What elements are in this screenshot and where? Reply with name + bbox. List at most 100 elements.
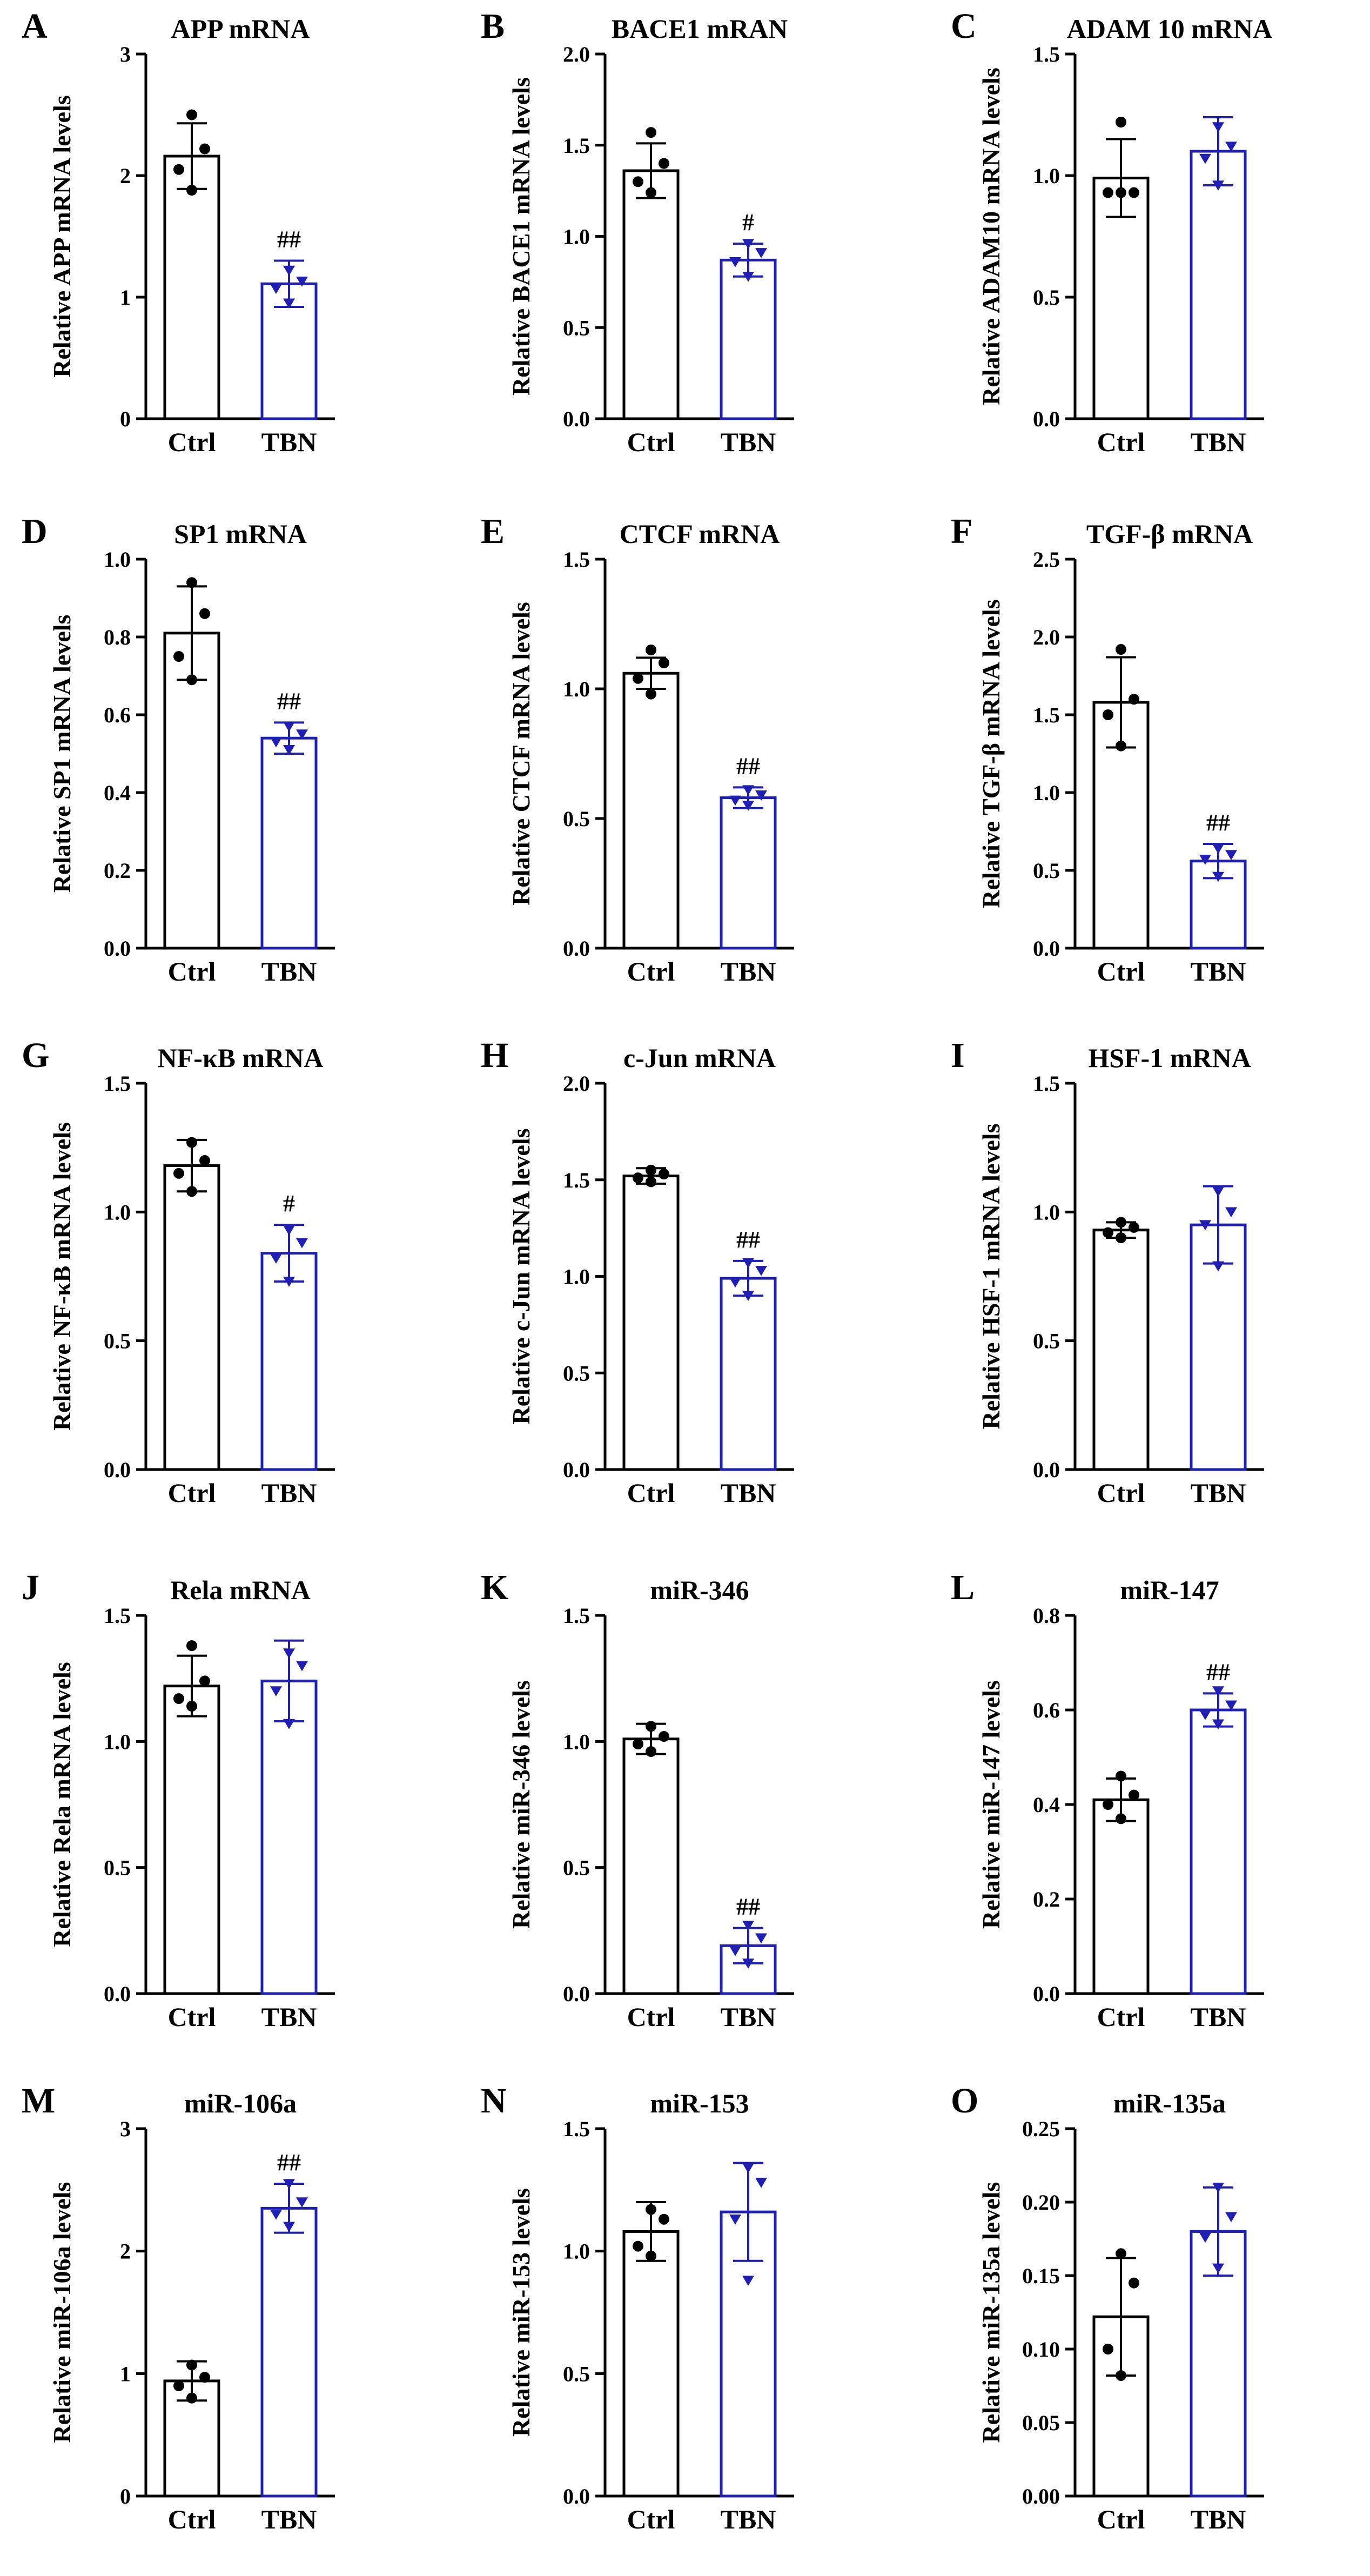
data-point [270, 1253, 282, 1264]
data-point [659, 658, 669, 668]
significance-marker: ## [277, 226, 301, 253]
x-tick-label: TBN [721, 427, 776, 457]
y-tick-label: 0.0 [1033, 1458, 1060, 1482]
bar-tbn [1190, 150, 1247, 420]
data-point [646, 1164, 656, 1176]
chart-title: HSF-1 mRNA [1088, 1043, 1251, 1073]
data-point [633, 673, 643, 684]
data-point [283, 721, 295, 732]
panel-letter: B [481, 6, 505, 46]
data-point [283, 1225, 295, 1236]
x-tick-label: Ctrl [627, 956, 675, 987]
data-point [296, 1661, 308, 1672]
data-point [646, 645, 656, 655]
x-tick-label: Ctrl [627, 2002, 675, 2032]
significance-marker: # [283, 1190, 295, 1217]
y-tick-label: 1.5 [1033, 42, 1060, 66]
data-point [755, 1265, 767, 1276]
data-point [659, 1169, 669, 1180]
y-tick-label: 1 [120, 2362, 131, 2386]
y-tick-label: 1.5 [1033, 1071, 1060, 1096]
y-tick-label: 0.2 [1033, 1887, 1060, 1911]
y-axis-label: Relative BACE1 mRNA levels [507, 77, 535, 395]
y-tick-label: 1.0 [104, 1729, 131, 1754]
data-point [186, 1137, 197, 1148]
data-point [270, 284, 282, 294]
y-tick-label: 1.0 [104, 547, 131, 572]
y-tick-label: 0.5 [563, 1361, 590, 1385]
y-tick-label: 0.8 [104, 625, 131, 649]
panel-letter: I [951, 1036, 965, 1075]
data-point [1212, 180, 1224, 191]
data-point [742, 1291, 754, 1302]
y-tick-label: 1.0 [563, 1729, 590, 1754]
y-axis-label: Relative c-Jun mRNA levels [507, 1128, 535, 1424]
chart-panel-a: A APP mRNA Relative APP mRNA levels 0 1 2 3 Ctr… [22, 6, 335, 457]
x-tick-label: TBN [1191, 427, 1246, 457]
chart-panel-b: B BACE1 mRAN Relative BACE1 mRNA levels 0.0… [481, 6, 794, 457]
data-point [1129, 2277, 1139, 2289]
data-point [1116, 117, 1126, 128]
data-point [646, 2204, 656, 2215]
data-point [1225, 2212, 1237, 2223]
panel-letter: O [951, 2081, 978, 2121]
x-tick-label: Ctrl [627, 1478, 675, 1508]
y-tick-label: 1.0 [563, 2239, 590, 2264]
x-tick-label: Ctrl [168, 1478, 216, 1508]
chart-panel-c: C ADAM 10 mRNA Relative ADAM10 mRNA levels… [951, 6, 1272, 457]
data-point [296, 276, 308, 287]
y-axis-label: Relative NF-κB mRNA levels [48, 1122, 76, 1431]
y-axis-label: Relative miR-135a levels [977, 2182, 1005, 2443]
data-point [742, 2276, 754, 2286]
data-point [270, 1686, 282, 1696]
y-tick-label: 0.5 [563, 1856, 590, 1880]
data-point [173, 1168, 184, 1179]
data-point [186, 577, 197, 588]
y-tick-label: 0.20 [1022, 2190, 1060, 2215]
panel-letter: J [22, 1568, 39, 1607]
x-tick-label: TBN [261, 956, 317, 987]
data-point [1116, 740, 1126, 752]
y-tick-label: 0.0 [563, 936, 590, 961]
data-point [1129, 694, 1139, 705]
y-axis-label: Relative APP mRNA levels [48, 95, 76, 378]
data-point [742, 271, 754, 282]
y-axis-label: Relative Rela mRNA levels [48, 1662, 76, 1947]
data-point [199, 1155, 210, 1166]
x-tick-label: Ctrl [1097, 2504, 1145, 2534]
data-point [1225, 850, 1237, 861]
data-point [199, 608, 210, 619]
data-point [296, 1238, 308, 1249]
bar-ctrl [1092, 1229, 1150, 1471]
data-point [1116, 1813, 1126, 1824]
y-tick-label: 0.4 [104, 781, 131, 805]
data-point [742, 239, 754, 249]
data-point [646, 1176, 656, 1188]
y-tick-label: 0.6 [104, 703, 131, 727]
y-tick-label: 2 [120, 164, 131, 188]
data-point [646, 2250, 656, 2262]
y-tick-label: 1.5 [563, 2117, 590, 2141]
x-tick-label: TBN [721, 2002, 776, 2032]
data-point [729, 2214, 741, 2225]
y-tick-label: 0.0 [104, 1458, 131, 1482]
significance-marker: ## [1206, 809, 1230, 836]
x-tick-label: Ctrl [1097, 1478, 1145, 1508]
panel-letter: D [22, 512, 48, 551]
data-point [633, 1172, 643, 1184]
y-tick-label: 1.0 [563, 1265, 590, 1289]
x-tick-label: TBN [721, 1478, 776, 1508]
x-tick-label: TBN [261, 1478, 317, 1508]
x-tick-label: Ctrl [168, 427, 216, 457]
y-tick-label: 0.0 [1033, 407, 1060, 431]
y-tick-label: 3 [120, 2117, 131, 2141]
data-point [1116, 2248, 1126, 2259]
chart-title: c-Jun mRNA [623, 1043, 776, 1073]
y-tick-label: 1.5 [104, 1604, 131, 1628]
data-point [1129, 1789, 1139, 1801]
y-tick-label: 1.5 [563, 1604, 590, 1628]
data-point [199, 1675, 210, 1687]
significance-marker: ## [277, 2149, 301, 2176]
